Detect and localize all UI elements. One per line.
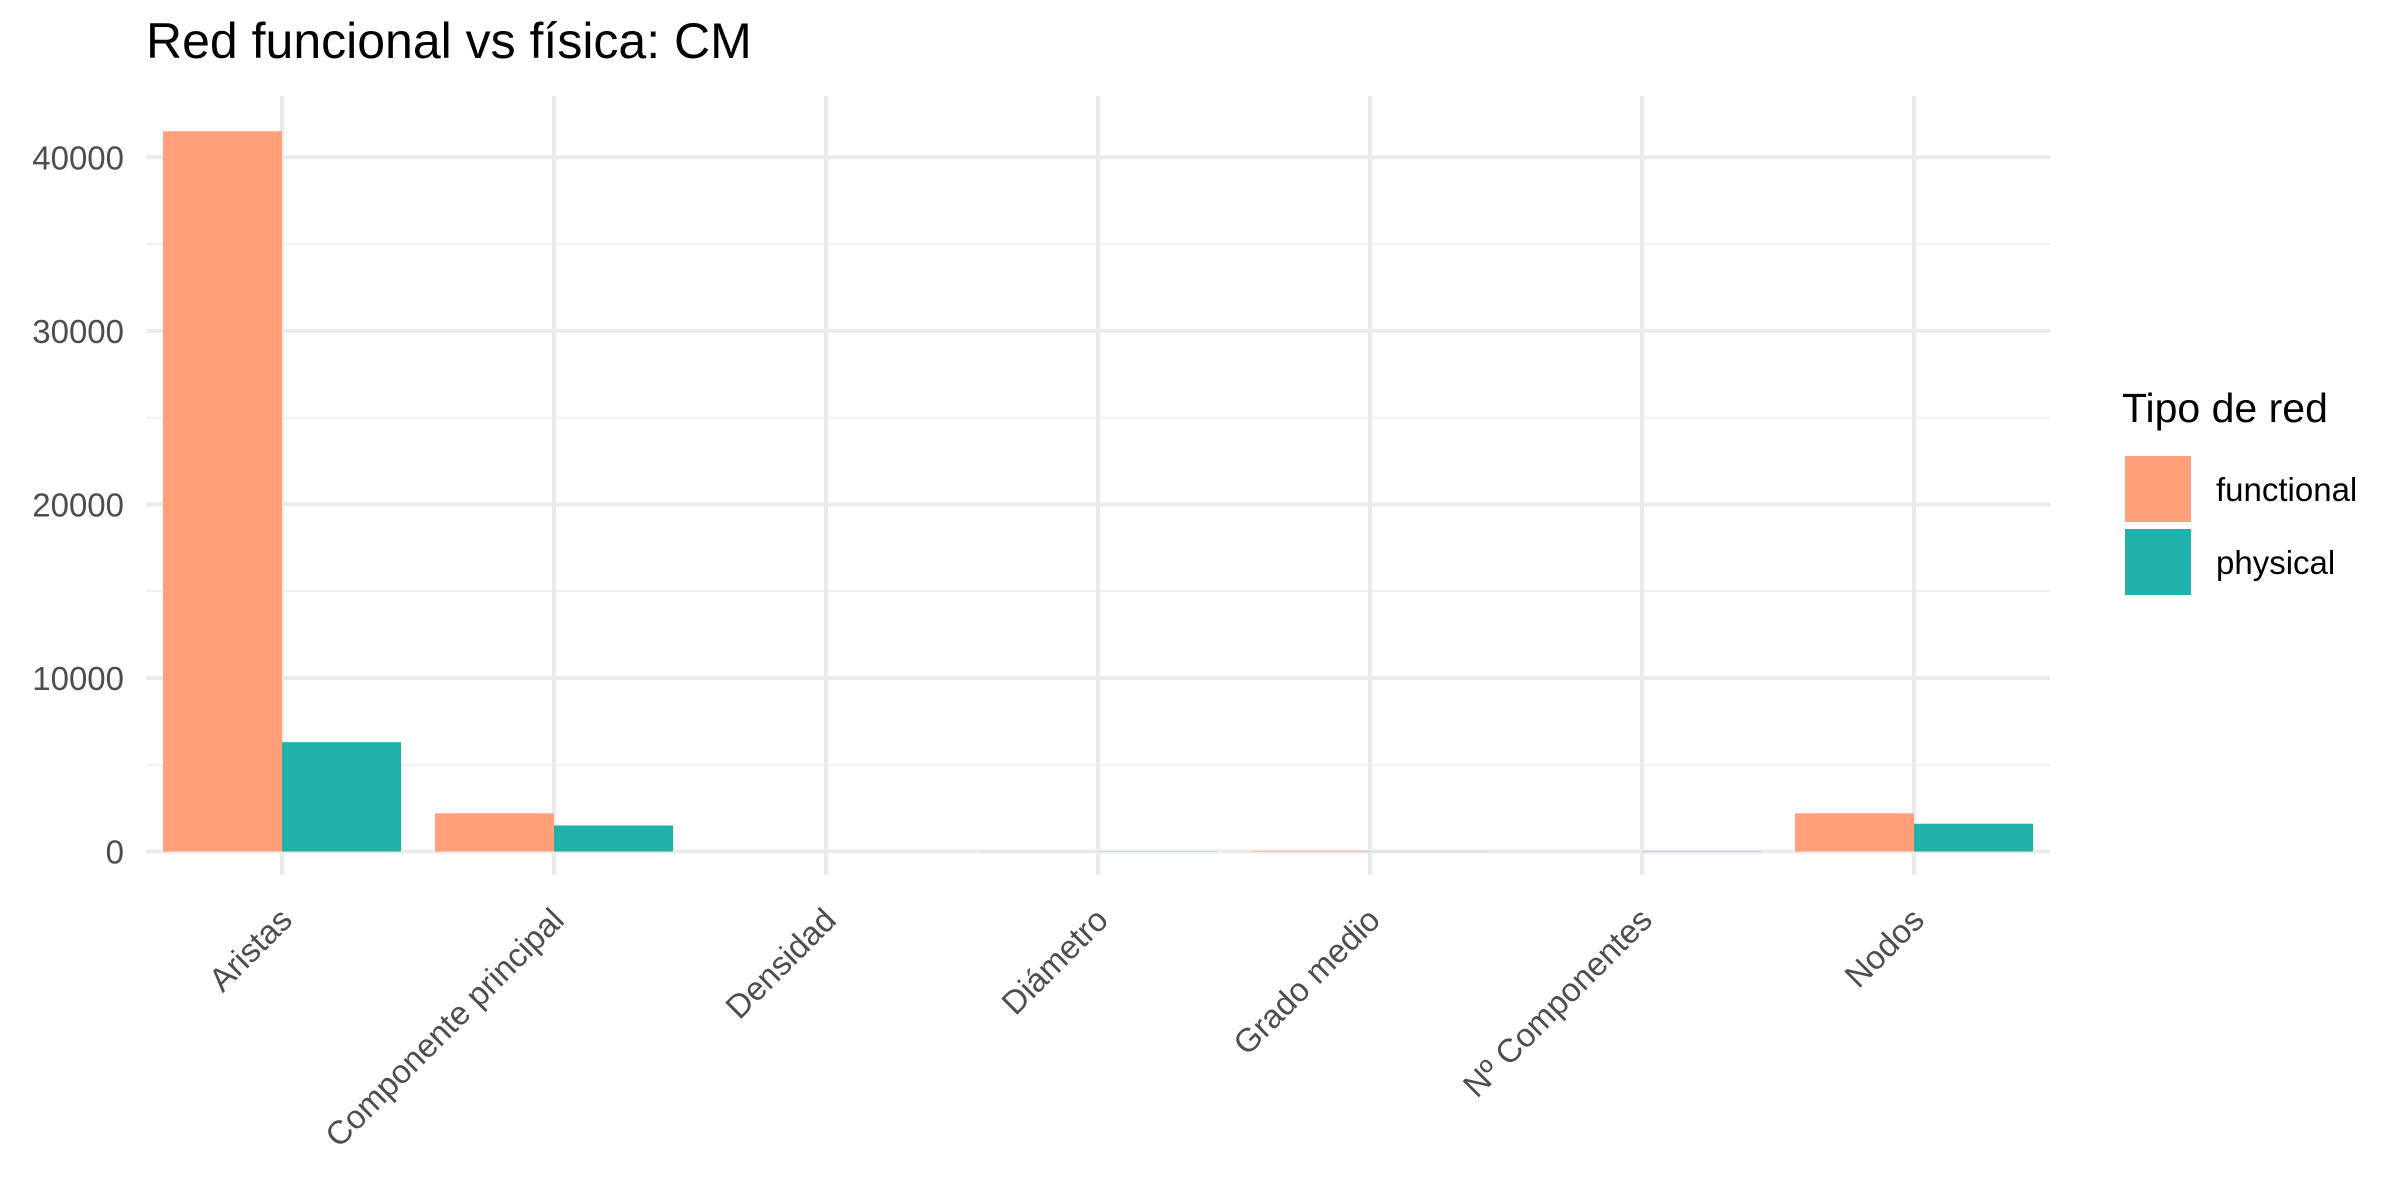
x-tick-label: Densidad [718,901,843,1026]
legend-key-physical [2125,529,2191,595]
bar-functional [435,813,554,852]
y-tick-label: 20000 [32,486,124,523]
legend-title: Tipo de red [2122,385,2328,431]
legend: Tipo de red functional physical [2122,385,2357,595]
legend-label: functional [2216,471,2357,508]
bar-functional [163,131,282,852]
bar-functional [1795,813,1914,852]
bar-physical [554,825,673,852]
bar-functional [1251,850,1370,852]
y-tick-label: 0 [106,834,124,871]
x-tick-label: Nº Componentes [1456,901,1659,1104]
bars [163,131,2033,852]
x-axis-tick-labels: Aristas Componente principal Densidad Diáme… [201,901,1930,1154]
bar-physical [1914,823,2033,852]
x-tick-label: Nodos [1837,901,1931,995]
x-tick-label: Diámetro [994,901,1115,1022]
y-tick-label: 40000 [32,139,124,176]
bar-physical [282,742,401,852]
y-tick-label: 10000 [32,660,124,697]
legend-label: physical [2216,544,2335,581]
y-axis-tick-labels: 0 10000 20000 30000 40000 [32,139,124,870]
chart-title: Red funcional vs física: CM [146,13,752,69]
x-tick-label: Grado medio [1226,901,1387,1062]
x-tick-label: Componente principal [318,901,571,1154]
y-tick-label: 30000 [32,313,124,350]
x-tick-label: Aristas [201,901,298,998]
major-gridlines [146,96,2050,875]
legend-key-functional [2125,456,2191,522]
